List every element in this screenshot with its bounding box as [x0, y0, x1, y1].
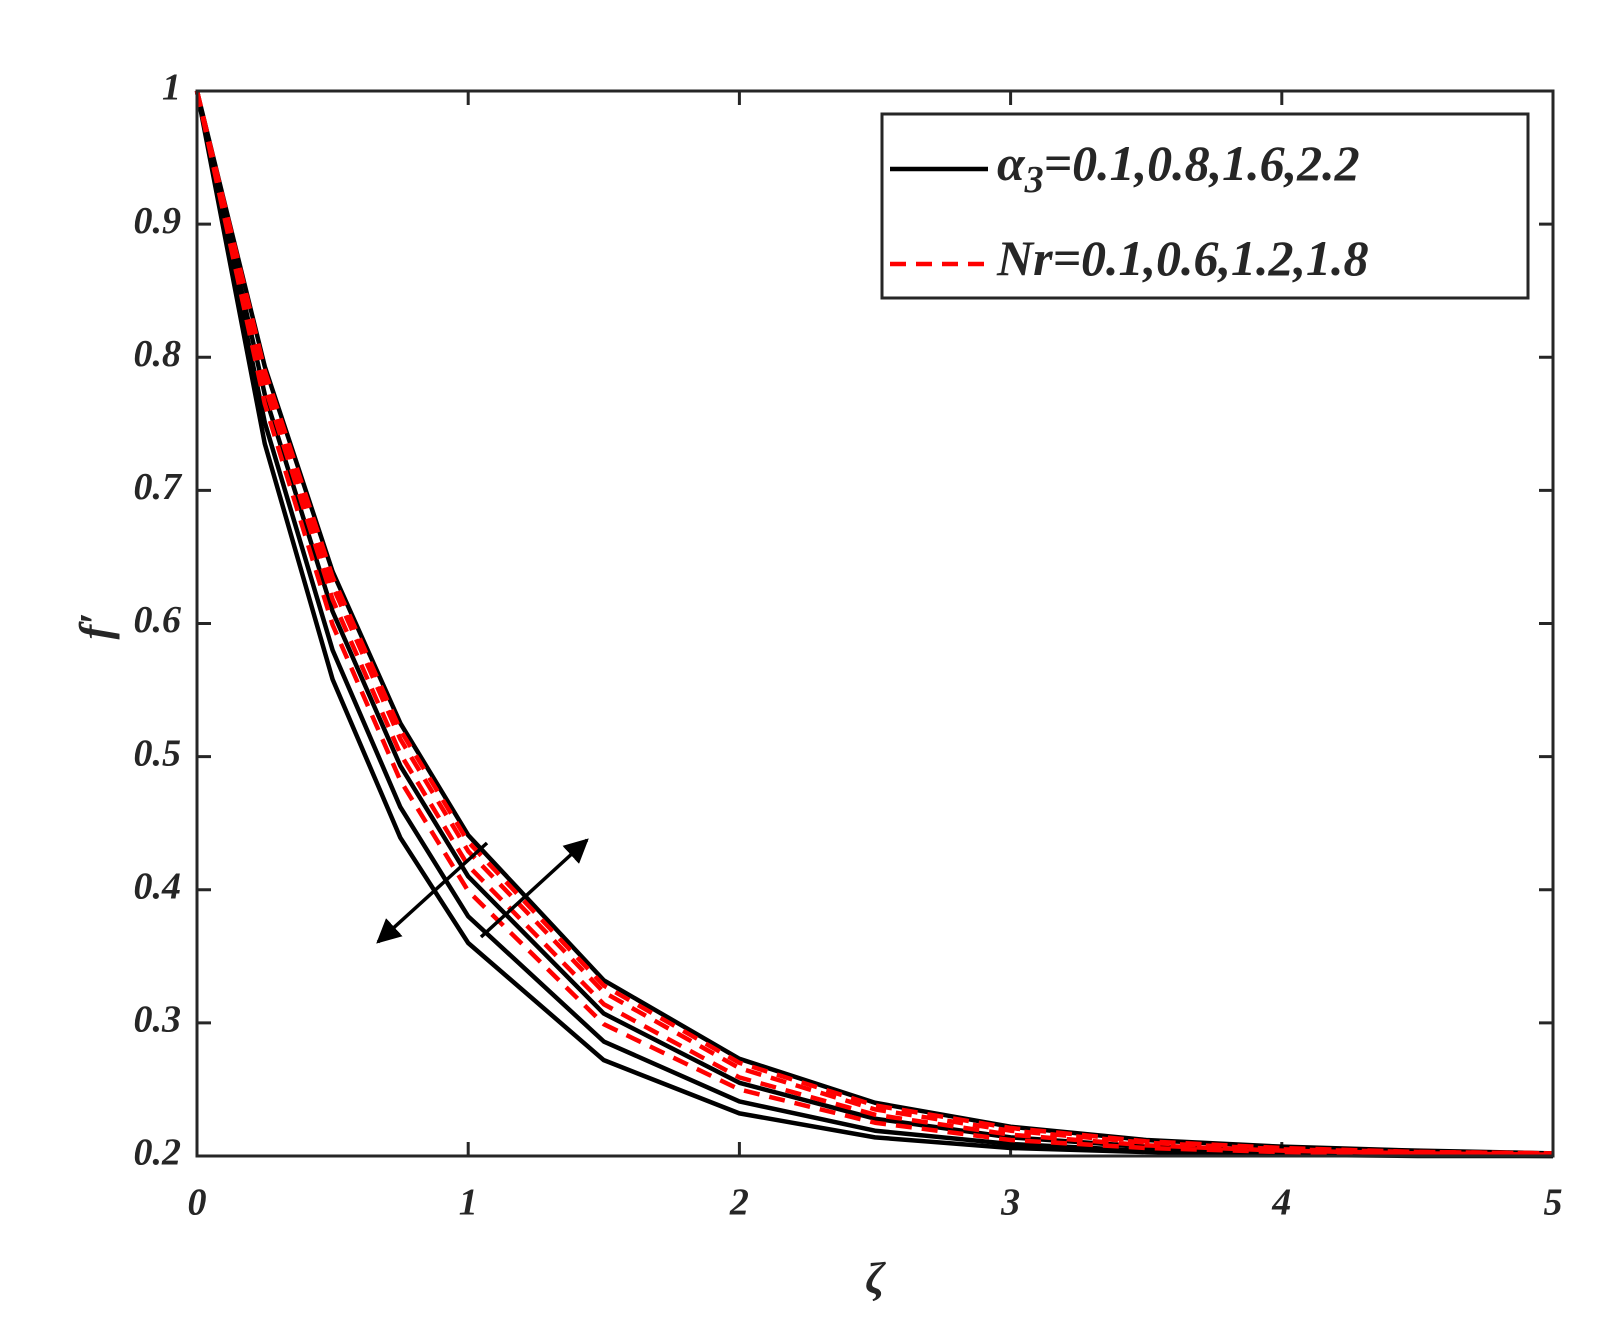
annotation-arrow: [376, 841, 489, 944]
x-tick-label: 2: [729, 1182, 749, 1224]
y-tick-label: 0.4: [134, 865, 182, 907]
legend-text: =0.1,0.8,1.6,2.2: [1044, 135, 1360, 191]
x-tick-label: 5: [1544, 1182, 1563, 1224]
y-tick-label: 0.5: [134, 732, 182, 774]
axes-box: [195, 89, 1555, 1158]
legend-symbol: α: [997, 135, 1026, 191]
legend-label: α3=0.1,0.8,1.6,2.2: [997, 135, 1360, 200]
series-line: [194, 90, 1554, 1157]
legend-subscript: 3: [1024, 159, 1044, 201]
legend: α3=0.1,0.8,1.6,2.2 Nr=0.1,0.6,1.2,1.8: [880, 112, 1530, 300]
x-tick-label: 4: [1271, 1182, 1291, 1224]
y-tick-label: 0.3: [134, 999, 182, 1041]
x-tick-label: 3: [1000, 1182, 1020, 1224]
legend-text: Nr=0.1,0.6,1.2,1.8: [996, 230, 1369, 286]
legend-box: [880, 112, 1530, 300]
x-tick-label: 1: [459, 1182, 478, 1224]
x-tick-label: 0: [188, 1182, 207, 1224]
y-tick-label: 0.2: [134, 1132, 182, 1174]
series-line: [194, 90, 1554, 1156]
y-tick-label: 0.9: [134, 200, 182, 242]
series-line: [194, 90, 1554, 1157]
y-tick-label: 0.7: [134, 466, 184, 508]
plot-area: [194, 89, 1555, 1159]
x-axis-label: ζ: [865, 1254, 886, 1303]
y-tick-label: 1: [162, 67, 181, 109]
y-tick-label: 0.8: [134, 333, 182, 375]
y-axis-label: f′: [71, 612, 120, 639]
legend-label: Nr=0.1,0.6,1.2,1.8: [996, 230, 1369, 286]
series-line: [194, 90, 1554, 1159]
y-tick-label: 0.6: [134, 599, 182, 641]
annotation-arrow: [479, 838, 589, 939]
